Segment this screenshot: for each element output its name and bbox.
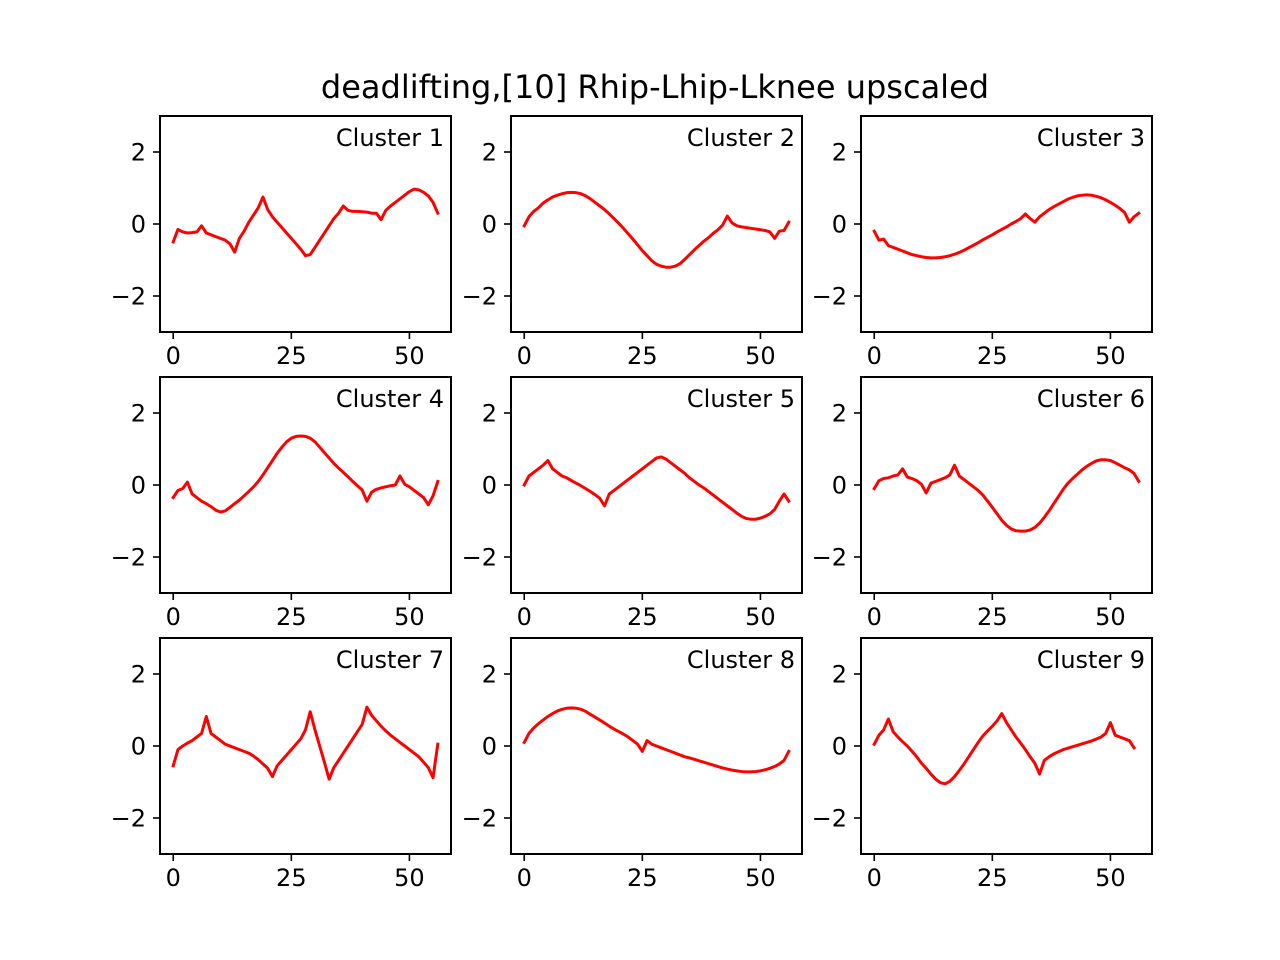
panel-label: Cluster 7 bbox=[336, 646, 444, 674]
subplot-cluster-1: 0 25 50 −2 0 2 Cluster 1 bbox=[111, 115, 452, 370]
x-tick-label: 25 bbox=[977, 342, 1008, 370]
y-tick-label: −2 bbox=[111, 283, 146, 311]
subplot-cluster-2: 0 25 50 −2 0 2 Cluster 2 bbox=[462, 115, 803, 370]
y-tick-label: 2 bbox=[832, 661, 847, 689]
series-line bbox=[872, 193, 1141, 260]
x-tick-label: 0 bbox=[517, 603, 532, 631]
panel-label: Cluster 4 bbox=[336, 385, 444, 413]
subplot-cluster-4: 0 25 50 −2 0 2 Cluster 4 bbox=[111, 376, 452, 631]
subplot-cluster-6: 0 25 50 −2 0 2 Cluster 6 bbox=[812, 376, 1153, 631]
panel-label: Cluster 2 bbox=[687, 124, 795, 152]
x-tick-label: 25 bbox=[627, 342, 658, 370]
x-tick-label: 25 bbox=[627, 603, 658, 631]
series-line bbox=[171, 705, 440, 781]
y-tick-label: 0 bbox=[131, 733, 146, 761]
series-line bbox=[171, 434, 440, 514]
panel-label: Cluster 8 bbox=[687, 646, 795, 674]
x-tick-label: 50 bbox=[745, 864, 776, 892]
y-tick-label: −2 bbox=[462, 544, 497, 572]
series-line bbox=[171, 187, 440, 258]
x-tick-label: 50 bbox=[394, 342, 425, 370]
y-tick-label: 0 bbox=[131, 472, 146, 500]
y-tick-label: 0 bbox=[482, 472, 497, 500]
y-tick-label: −2 bbox=[111, 544, 146, 572]
y-tick-label: 2 bbox=[131, 661, 146, 689]
chart-title: deadlifting,[10] Rhip-Lhip-Lknee upscale… bbox=[321, 68, 989, 106]
x-tick-label: 50 bbox=[1095, 603, 1126, 631]
series-line bbox=[872, 458, 1141, 533]
x-tick-label: 25 bbox=[977, 603, 1008, 631]
series-line bbox=[522, 706, 791, 774]
panel-label: Cluster 5 bbox=[687, 385, 795, 413]
panel-label: Cluster 3 bbox=[1037, 124, 1145, 152]
subplot-cluster-5: 0 25 50 −2 0 2 Cluster 5 bbox=[462, 376, 803, 631]
x-tick-label: 50 bbox=[1095, 342, 1126, 370]
x-tick-label: 0 bbox=[867, 342, 882, 370]
x-tick-label: 0 bbox=[517, 864, 532, 892]
y-tick-label: 2 bbox=[131, 139, 146, 167]
x-tick-label: 0 bbox=[166, 342, 181, 370]
x-tick-label: 25 bbox=[276, 864, 307, 892]
subplot-cluster-3: 0 25 50 −2 0 2 Cluster 3 bbox=[812, 115, 1153, 370]
series-line bbox=[522, 190, 791, 269]
y-tick-label: −2 bbox=[462, 283, 497, 311]
y-tick-label: 2 bbox=[832, 400, 847, 428]
x-tick-label: 25 bbox=[627, 864, 658, 892]
y-tick-label: 0 bbox=[832, 211, 847, 239]
y-tick-label: 2 bbox=[482, 139, 497, 167]
panel-label: Cluster 6 bbox=[1037, 385, 1145, 413]
y-tick-label: 2 bbox=[482, 400, 497, 428]
y-tick-label: 0 bbox=[482, 211, 497, 239]
x-tick-label: 25 bbox=[276, 342, 307, 370]
y-tick-label: 2 bbox=[131, 400, 146, 428]
subplot-cluster-7: 0 25 50 −2 0 2 Cluster 7 bbox=[111, 637, 452, 892]
y-tick-label: −2 bbox=[812, 283, 847, 311]
y-tick-label: 0 bbox=[832, 472, 847, 500]
x-tick-label: 25 bbox=[276, 603, 307, 631]
y-tick-label: −2 bbox=[812, 544, 847, 572]
subplot-grid: 0 25 50 −2 0 2 Cluster 1 0 25 50 −2 0 2 Cluster 2 0 25 5… bbox=[111, 115, 1153, 892]
x-tick-label: 0 bbox=[867, 603, 882, 631]
x-tick-label: 50 bbox=[745, 342, 776, 370]
series-line bbox=[872, 712, 1137, 786]
y-tick-label: −2 bbox=[462, 805, 497, 833]
x-tick-label: 50 bbox=[745, 603, 776, 631]
x-tick-label: 0 bbox=[166, 864, 181, 892]
x-tick-label: 0 bbox=[517, 342, 532, 370]
x-tick-label: 25 bbox=[977, 864, 1008, 892]
y-tick-label: 0 bbox=[131, 211, 146, 239]
panel-label: Cluster 1 bbox=[336, 124, 444, 152]
series-line bbox=[522, 455, 791, 521]
x-tick-label: 0 bbox=[166, 603, 181, 631]
y-tick-label: 0 bbox=[832, 733, 847, 761]
x-tick-label: 0 bbox=[867, 864, 882, 892]
panel-label: Cluster 9 bbox=[1037, 646, 1145, 674]
y-tick-label: 2 bbox=[832, 139, 847, 167]
x-tick-label: 50 bbox=[394, 864, 425, 892]
x-tick-label: 50 bbox=[1095, 864, 1126, 892]
y-tick-label: 2 bbox=[482, 661, 497, 689]
x-tick-label: 50 bbox=[394, 603, 425, 631]
y-tick-label: −2 bbox=[111, 805, 146, 833]
y-tick-label: −2 bbox=[812, 805, 847, 833]
subplot-cluster-8: 0 25 50 −2 0 2 Cluster 8 bbox=[462, 637, 803, 892]
y-tick-label: 0 bbox=[482, 733, 497, 761]
subplot-cluster-9: 0 25 50 −2 0 2 Cluster 9 bbox=[812, 637, 1153, 892]
